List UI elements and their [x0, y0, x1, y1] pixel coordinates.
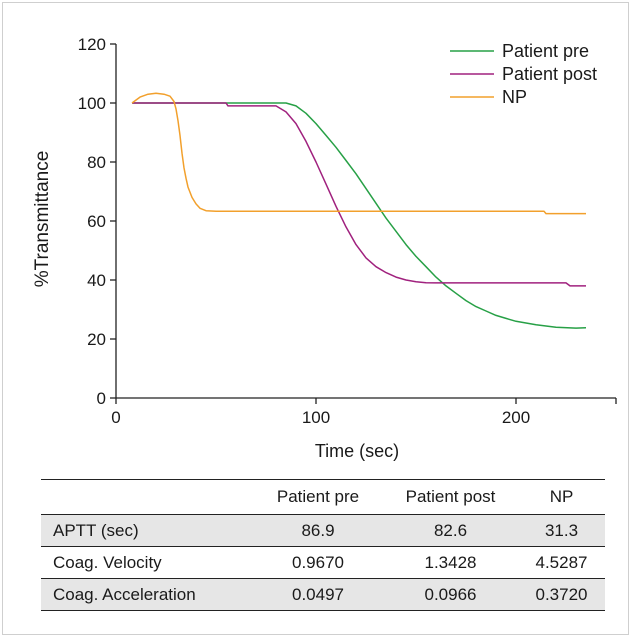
- x-tick-label: 0: [111, 408, 120, 427]
- legend-label-np: NP: [502, 87, 527, 107]
- y-tick-label: 60: [87, 212, 106, 231]
- cell-np: 31.3: [544, 520, 579, 540]
- cell-patient-pre: 0.9670: [292, 552, 344, 572]
- series-line-np: [131, 92, 586, 215]
- x-tick-label: 200: [502, 408, 530, 427]
- cell-patient-pre: 86.9: [301, 520, 335, 540]
- x-axis-label: Time (sec): [315, 441, 399, 461]
- y-tick-label: 80: [87, 153, 106, 172]
- row-label: Coag. Velocity: [53, 552, 162, 572]
- coagulation-table: Patient pre Patient post NP APTT (sec) 8…: [41, 479, 605, 611]
- table-header-patient-pre: Patient pre: [276, 487, 360, 506]
- y-axis-label: %Transmittance: [32, 151, 53, 288]
- y-tick-label: 100: [78, 94, 106, 113]
- cell-patient-post: 0.0966: [424, 584, 477, 604]
- table-header-blank: [41, 480, 253, 515]
- cell-np: 0.3720: [535, 584, 588, 604]
- table-row: Coag. Velocity 0.9670 1.3428 4.5287: [41, 547, 605, 579]
- y-tick-label: 40: [87, 271, 106, 290]
- table-header-np: NP: [549, 487, 574, 506]
- row-label: APTT (sec): [53, 520, 139, 540]
- legend-label-patient-post: Patient post: [502, 64, 597, 84]
- cell-np: 4.5287: [535, 552, 588, 572]
- cell-patient-post: 1.3428: [424, 552, 477, 572]
- y-tick-label: 0: [97, 389, 106, 408]
- table-header-row: Patient pre Patient post NP: [41, 479, 605, 515]
- chart-legend: Patient pre Patient post NP: [450, 41, 597, 107]
- series-line-patient-post: [132, 102, 586, 287]
- legend-label-patient-pre: Patient pre: [502, 41, 589, 61]
- series-line-patient-pre: [132, 102, 587, 329]
- table-row: APTT (sec) 86.9 82.6 31.3: [41, 514, 605, 547]
- table-header-patient-post: Patient post: [405, 487, 496, 506]
- series-layer: [131, 92, 587, 329]
- y-tick-label: 20: [87, 330, 106, 349]
- row-label: Coag. Acceleration: [53, 584, 196, 604]
- cell-patient-pre: 0.0497: [292, 584, 344, 604]
- x-tick-label: 100: [302, 408, 330, 427]
- y-tick-label: 120: [78, 35, 106, 54]
- chart-axes: 0 20 40 60 80 100 120 0 100 200: [78, 35, 617, 427]
- table-row: Coag. Acceleration 0.0497 0.0966 0.3720: [41, 578, 605, 611]
- cell-patient-post: 82.6: [433, 520, 468, 540]
